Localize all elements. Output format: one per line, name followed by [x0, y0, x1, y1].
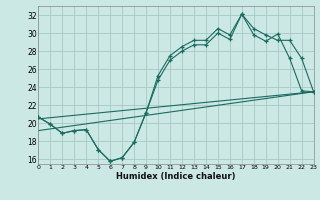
X-axis label: Humidex (Indice chaleur): Humidex (Indice chaleur) [116, 172, 236, 181]
